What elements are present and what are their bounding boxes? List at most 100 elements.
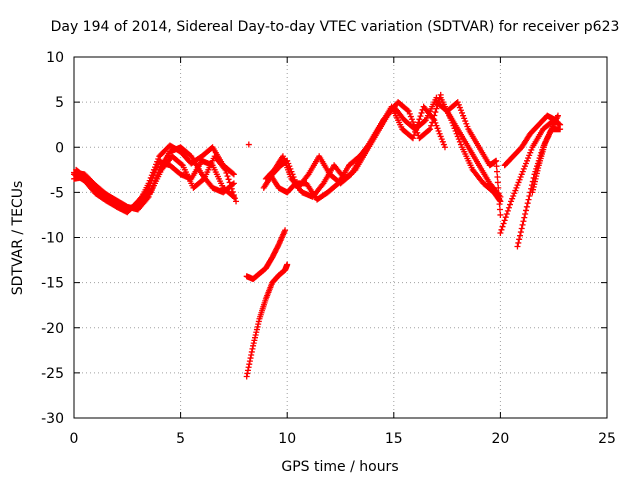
axis-ticks (73, 56, 608, 419)
data-point (432, 119, 439, 126)
series-track-4 (73, 153, 240, 212)
data-point (453, 130, 460, 137)
plot-frame (73, 56, 608, 419)
series-track-17 (501, 112, 559, 169)
y-tick-label: 5 (55, 95, 64, 111)
data-point (518, 225, 525, 232)
data-point (229, 188, 236, 195)
y-tick-label: -30 (41, 411, 64, 427)
data-point (245, 141, 252, 148)
data-point (557, 126, 564, 133)
data-point (454, 99, 461, 106)
data-point (408, 116, 415, 123)
data-point (456, 138, 463, 145)
data-point (457, 141, 464, 148)
data-point (525, 155, 532, 162)
data-point (449, 119, 456, 126)
y-tick-label: -15 (41, 276, 64, 292)
data-point (516, 236, 523, 243)
data-point (554, 112, 561, 119)
series-track-7 (245, 141, 252, 148)
y-axis-label: SDTVAR / TECUs (10, 181, 26, 296)
data-point (493, 168, 500, 175)
data-point (517, 229, 524, 236)
data-point (199, 176, 206, 183)
data-point (503, 211, 510, 218)
data-point (500, 220, 507, 227)
data-point (282, 227, 289, 234)
x-axis-tick-labels: 0 5 10 15 20 25 (70, 431, 616, 447)
chart-title: Day 194 of 2014, Sidereal Day-to-day VTE… (51, 19, 620, 35)
data-point (411, 121, 418, 128)
data-point (404, 107, 411, 114)
data-point (233, 198, 240, 205)
data-point (521, 214, 528, 221)
data-point (225, 176, 232, 183)
data-point (439, 138, 446, 145)
data-point (515, 179, 522, 186)
data-point (494, 174, 501, 181)
data-point (509, 195, 516, 202)
data-point (497, 211, 504, 218)
data-point (454, 133, 461, 140)
data-point (412, 128, 419, 135)
x-tick-label: 15 (385, 431, 403, 447)
data-point (506, 201, 513, 208)
x-tick-label: 10 (278, 431, 296, 447)
data-point (149, 174, 156, 181)
data-point (464, 123, 471, 130)
data-point (496, 195, 503, 202)
data-point (513, 184, 520, 191)
data-point (523, 203, 530, 210)
data-point (463, 120, 470, 127)
data-point (224, 173, 231, 180)
y-tick-label: -10 (41, 231, 64, 247)
data-point (520, 165, 527, 172)
data-point (440, 141, 447, 148)
data-point (517, 232, 524, 239)
data-point (514, 243, 521, 250)
data-point (517, 174, 524, 181)
y-tick-label: -20 (41, 321, 64, 337)
data-point (414, 122, 421, 129)
data-point (421, 118, 428, 125)
data-point (526, 152, 533, 159)
data-point (229, 170, 236, 177)
series-track-13 (444, 99, 504, 218)
data-point (497, 198, 504, 205)
data-point (428, 122, 435, 129)
y-tick-label: 10 (46, 50, 64, 66)
data-point (434, 125, 441, 132)
data-point (427, 126, 434, 133)
data-point (520, 218, 527, 225)
data-point (496, 201, 503, 208)
data-point (407, 113, 414, 120)
data-point (460, 112, 467, 119)
data-point (511, 190, 518, 197)
data-point (416, 116, 423, 123)
data-point (455, 101, 462, 108)
y-tick-label: -25 (41, 366, 64, 382)
data-point (521, 163, 528, 170)
data-point (231, 195, 238, 202)
data-point (228, 185, 235, 192)
data-point (226, 179, 233, 186)
data-point (441, 144, 448, 151)
data-point (493, 157, 500, 164)
data-point (223, 169, 230, 176)
data-point (494, 179, 501, 186)
data-point (497, 229, 504, 236)
data-point (433, 122, 440, 129)
data-point (522, 211, 529, 218)
y-tick-label: -5 (50, 185, 64, 201)
data-point (433, 105, 440, 112)
data-point (150, 172, 157, 179)
data-point (499, 223, 506, 230)
data-point (504, 207, 511, 214)
series-track-6 (243, 261, 291, 380)
data-point (230, 192, 237, 199)
data-point (417, 113, 424, 120)
data-point (411, 132, 418, 139)
data-point (512, 187, 519, 194)
